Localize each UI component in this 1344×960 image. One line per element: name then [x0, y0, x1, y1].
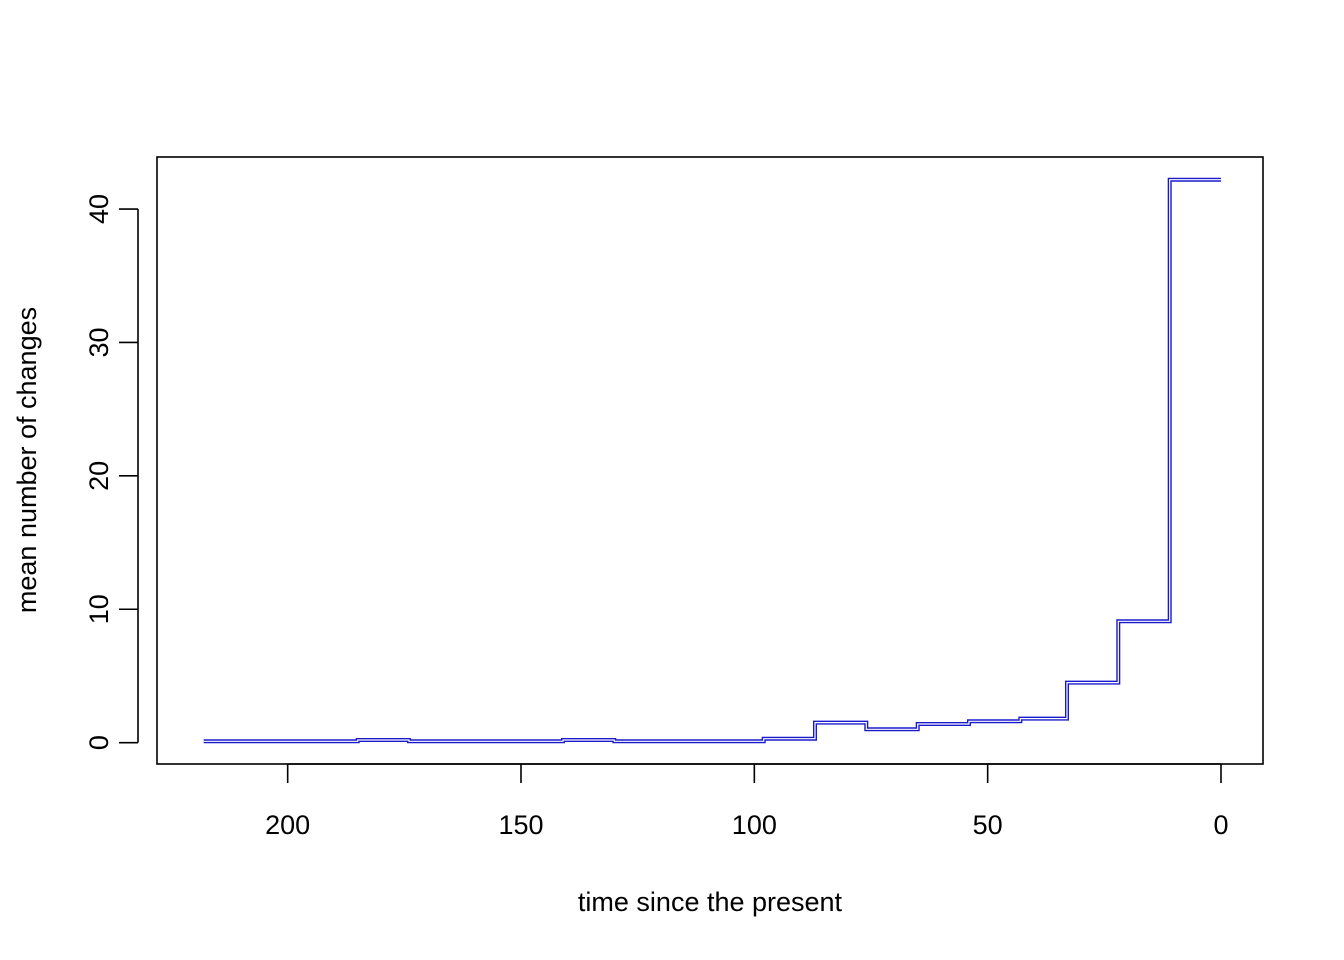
series-group	[203, 177, 1221, 744]
y-tick-label: 10	[84, 594, 114, 624]
y-axis: 0 10 20 30 40	[84, 194, 139, 750]
y-tick-label: 20	[84, 461, 114, 491]
plot-frame	[156, 156, 1264, 765]
x-tick-label: 200	[265, 810, 310, 840]
y-tick-label: 0	[84, 735, 114, 750]
y-tick-label: 30	[84, 327, 114, 357]
series-line	[203, 177, 1221, 744]
y-axis-label: mean number of changes	[12, 307, 42, 613]
x-axis-label: time since the present	[578, 887, 843, 917]
x-tick-label: 0	[1213, 810, 1228, 840]
x-tick-label: 50	[973, 810, 1003, 840]
x-tick-label: 150	[498, 810, 543, 840]
y-tick-label: 40	[84, 194, 114, 224]
x-axis: 200 150 100 50 0	[265, 763, 1229, 840]
series-line-inner	[203, 179, 1221, 742]
x-tick-label: 100	[732, 810, 777, 840]
